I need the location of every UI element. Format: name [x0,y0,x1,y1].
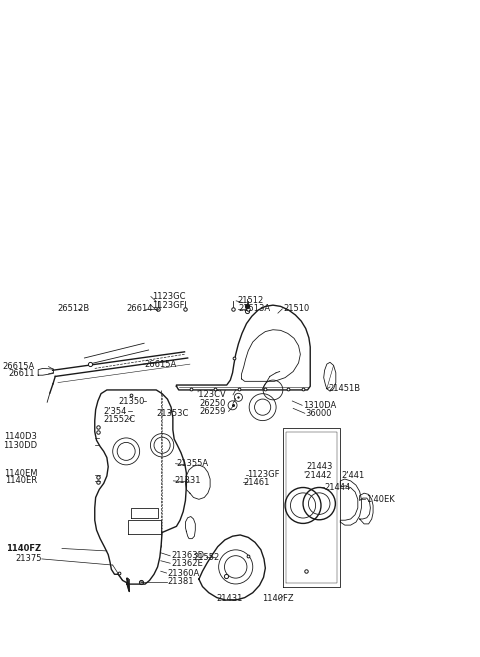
Text: 21381: 21381 [168,577,194,586]
Text: 21451B: 21451B [328,384,360,394]
Text: 1'40EK: 1'40EK [366,495,395,504]
Text: 1123GC: 1123GC [152,292,185,301]
Text: 21375: 21375 [15,555,42,564]
Text: 21444: 21444 [324,482,351,491]
Text: 1140FZ: 1140FZ [262,595,293,603]
Text: 26614: 26614 [126,304,153,313]
Text: 26259: 26259 [200,407,226,416]
Text: 21362E: 21362E [171,558,203,568]
Text: 1310DA: 1310DA [303,401,336,410]
Text: 21552C: 21552C [104,415,136,424]
Text: 1123GF: 1123GF [247,470,280,479]
Text: 36000: 36000 [306,409,332,418]
Text: 21360A: 21360A [168,568,200,578]
Text: 21512: 21512 [237,296,264,306]
Text: 21443: 21443 [307,462,333,470]
Text: 26615A: 26615A [144,359,176,369]
Text: 26512B: 26512B [58,304,90,313]
Text: 1140EM: 1140EM [4,469,37,478]
Text: 21355A: 21355A [177,459,209,468]
Text: 21331: 21331 [174,476,201,486]
Text: 1130DD: 1130DD [3,441,37,450]
Text: 21552: 21552 [193,553,220,562]
Text: 21363D: 21363D [171,551,204,560]
Text: 1140ER: 1140ER [5,476,37,486]
Text: 21510: 21510 [283,304,310,313]
Text: 21513A: 21513A [239,304,271,313]
Text: 2'441: 2'441 [342,472,365,480]
Text: '21442: '21442 [303,472,332,480]
Text: 21353C: 21353C [156,409,189,418]
Text: '123CV: '123CV [197,390,227,399]
Text: 26611: 26611 [9,369,35,378]
Text: 1140D3: 1140D3 [4,432,37,441]
Text: 21461: 21461 [244,478,270,487]
Text: 21350: 21350 [118,397,144,405]
Text: 1140FZ: 1140FZ [6,544,41,553]
Text: 2'354: 2'354 [104,407,127,416]
Text: 26250: 26250 [200,399,226,408]
Text: 21431: 21431 [216,595,242,603]
Text: 26615A: 26615A [3,362,35,371]
Text: 1123GF: 1123GF [152,301,184,309]
